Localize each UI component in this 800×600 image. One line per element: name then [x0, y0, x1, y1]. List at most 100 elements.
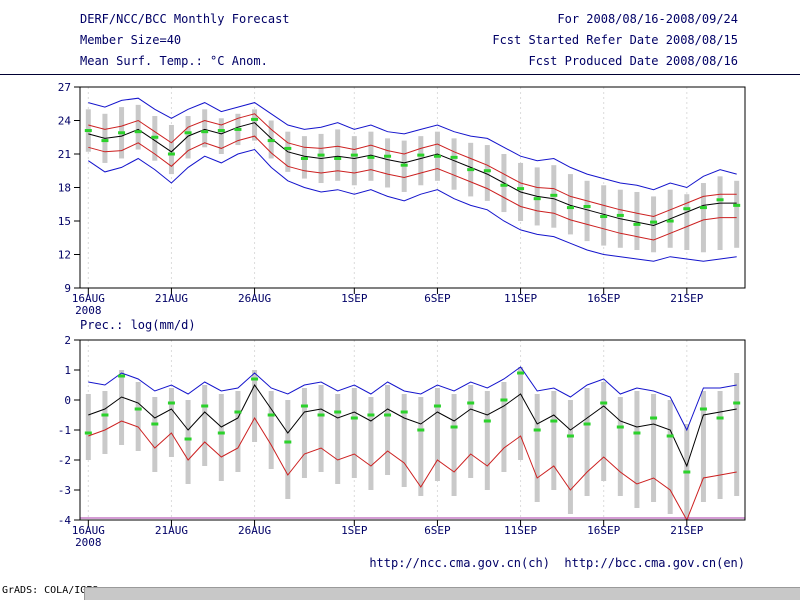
- member-spread-bar: [651, 196, 657, 253]
- member-median-mark: [467, 168, 475, 172]
- x-tick-label: 11SEP: [504, 292, 537, 305]
- x-tick-label: 1SEP: [341, 524, 368, 537]
- y-tick-label: -3: [58, 484, 71, 497]
- member-spread-bar: [252, 109, 258, 141]
- member-median-mark: [733, 401, 741, 405]
- member-spread-bar: [418, 136, 424, 186]
- member-median-mark: [217, 431, 225, 435]
- member-spread-bar: [401, 394, 407, 487]
- member-median-mark: [583, 422, 591, 426]
- member-median-mark: [184, 131, 192, 135]
- member-spread-bar: [534, 394, 540, 502]
- member-median-mark: [334, 156, 342, 160]
- member-spread-bar: [717, 176, 723, 251]
- plot-frame: [79, 339, 746, 521]
- y-tick-label: -1: [58, 424, 71, 437]
- member-spread-bar: [351, 388, 357, 478]
- member-spread-bar: [335, 394, 341, 484]
- member-median-mark: [633, 222, 641, 226]
- member-median-mark: [716, 416, 724, 420]
- member-median-mark: [716, 198, 724, 202]
- member-spread-bar: [567, 400, 573, 514]
- y-tick-label: 2: [64, 334, 71, 347]
- member-spread-bar: [567, 174, 573, 235]
- member-median-mark: [317, 413, 325, 417]
- member-spread-bar: [684, 194, 690, 251]
- fcst-produced-date-label: Fcst Produced Date 2008/08/16: [528, 54, 738, 68]
- member-spread-bar: [501, 382, 507, 472]
- member-spread-bar: [700, 183, 706, 253]
- member-spread-bar: [285, 400, 291, 499]
- member-spread-bar: [385, 138, 391, 188]
- member-median-mark: [234, 410, 242, 414]
- page-title: DERF/NCC/BCC Monthly Forecast: [80, 12, 290, 26]
- x-tick-label: 11SEP: [504, 524, 537, 537]
- member-median-mark: [650, 220, 658, 224]
- y-tick-label: 21: [58, 148, 71, 161]
- x-tick-label: 1SEP: [341, 292, 368, 305]
- y-tick-label: 1: [64, 364, 71, 377]
- member-median-mark: [699, 206, 707, 210]
- ensemble-max-line: [88, 366, 737, 432]
- member-median-mark: [483, 419, 491, 423]
- horizontal-scrollbar[interactable]: [84, 587, 800, 600]
- y-tick-label: 12: [58, 249, 71, 262]
- member-spread-bar: [484, 391, 490, 490]
- lower-quartile-line: [88, 135, 737, 241]
- member-median-mark: [334, 410, 342, 414]
- member-spread-bar: [418, 397, 424, 496]
- x-tick-label: 21AUG: [155, 292, 188, 305]
- member-median-mark: [284, 440, 292, 444]
- forecast-range-label: For 2008/08/16-2008/09/24: [557, 12, 738, 26]
- member-spread-bar: [185, 116, 191, 159]
- y-tick-label: 0: [64, 394, 71, 407]
- member-median-mark: [633, 431, 641, 435]
- x-tick-label: 26AUG: [238, 292, 271, 305]
- member-median-mark: [384, 413, 392, 417]
- member-median-mark: [600, 401, 608, 405]
- member-median-mark: [467, 401, 475, 405]
- member-spread-bar: [119, 370, 125, 445]
- member-median-mark: [517, 187, 525, 191]
- member-spread-bar: [584, 388, 590, 496]
- member-spread-bar: [617, 397, 623, 496]
- member-median-mark: [616, 425, 624, 429]
- member-median-mark: [550, 193, 558, 197]
- member-median-mark: [683, 207, 691, 211]
- member-spread-bar: [135, 104, 141, 150]
- precip-chart-title: Prec.: log(mm/d): [80, 318, 196, 332]
- member-median-mark: [217, 129, 225, 133]
- member-spread-bar: [551, 391, 557, 490]
- member-median-mark: [733, 203, 741, 207]
- ensemble-mean-line: [88, 384, 737, 468]
- upper-quartile-line: [88, 113, 737, 218]
- member-median-mark: [84, 431, 92, 435]
- footer-urls[interactable]: http://ncc.cma.gov.cn(ch) http://bcc.cma…: [369, 556, 745, 570]
- y-tick-label: -4: [58, 514, 72, 527]
- x-tick-sublabel: 2008: [75, 536, 102, 549]
- x-tick-label: 16AUG: [72, 292, 105, 305]
- member-median-mark: [666, 219, 674, 223]
- member-median-mark: [284, 146, 292, 150]
- member-spread-bar: [351, 136, 357, 186]
- ensemble-mean-line: [88, 122, 737, 227]
- member-spread-bar: [202, 385, 208, 466]
- member-median-mark: [300, 404, 308, 408]
- member-median-mark: [400, 410, 408, 414]
- x-tick-label: 16AUG: [72, 524, 105, 537]
- x-tick-sublabel: 2008: [75, 304, 102, 317]
- grads-credit: GrADS: COLA/IGES: [2, 585, 99, 596]
- x-tick-label: 21SEP: [670, 292, 703, 305]
- member-median-mark: [666, 434, 674, 438]
- member-median-mark: [650, 416, 658, 420]
- member-spread-bar: [135, 382, 141, 451]
- member-median-mark: [167, 401, 175, 405]
- member-median-mark: [201, 404, 209, 408]
- member-median-mark: [151, 135, 159, 139]
- member-median-mark: [450, 155, 458, 159]
- member-spread-bar: [268, 391, 274, 469]
- member-spread-bar: [667, 400, 673, 514]
